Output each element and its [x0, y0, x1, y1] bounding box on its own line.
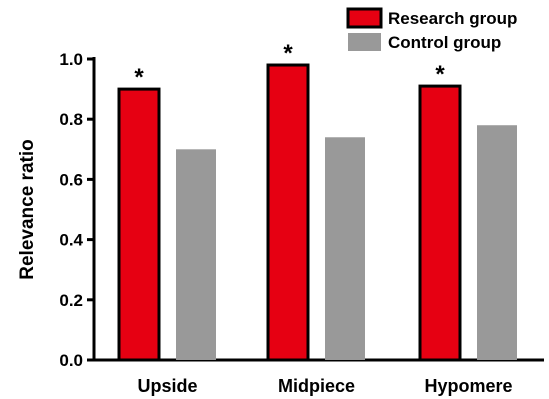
- y-tick-label: 0.0: [59, 351, 83, 370]
- bar-hypomere-control: [477, 125, 517, 360]
- y-tick-label: 0.2: [59, 291, 83, 310]
- axes: [92, 57, 544, 362]
- significance-markers: * * *: [134, 40, 445, 91]
- y-tick-label: 0.4: [59, 231, 83, 250]
- legend-label: Control group: [388, 33, 501, 52]
- significance-star: *: [283, 40, 293, 67]
- bars: [117, 63, 517, 362]
- x-category-labels: Upside Midpiece Hypomere: [137, 376, 512, 396]
- significance-star: *: [435, 61, 445, 88]
- bar-midpiece-research: [266, 63, 310, 362]
- bar-hypomere-research: [418, 84, 462, 362]
- y-tick-label: 1.0: [59, 50, 83, 69]
- y-tick-label: 0.6: [59, 170, 83, 189]
- bar-upside-research: [117, 87, 161, 362]
- y-axis-title: Relevance ratio: [17, 139, 38, 279]
- significance-star: *: [134, 64, 144, 91]
- legend: Research group Control group: [346, 7, 517, 52]
- bar-midpiece-control: [325, 137, 365, 360]
- legend-label: Research group: [388, 9, 517, 28]
- x-category-label: Midpiece: [278, 376, 355, 396]
- x-category-label: Upside: [137, 376, 197, 396]
- bar-upside-control: [176, 149, 216, 360]
- x-category-label: Hypomere: [424, 376, 512, 396]
- y-ticks: 0.0 0.2 0.4 0.6 0.8 1.0: [59, 50, 94, 370]
- y-tick-label: 0.8: [59, 110, 83, 129]
- legend-swatch: [348, 33, 381, 51]
- legend-swatch: [346, 7, 383, 29]
